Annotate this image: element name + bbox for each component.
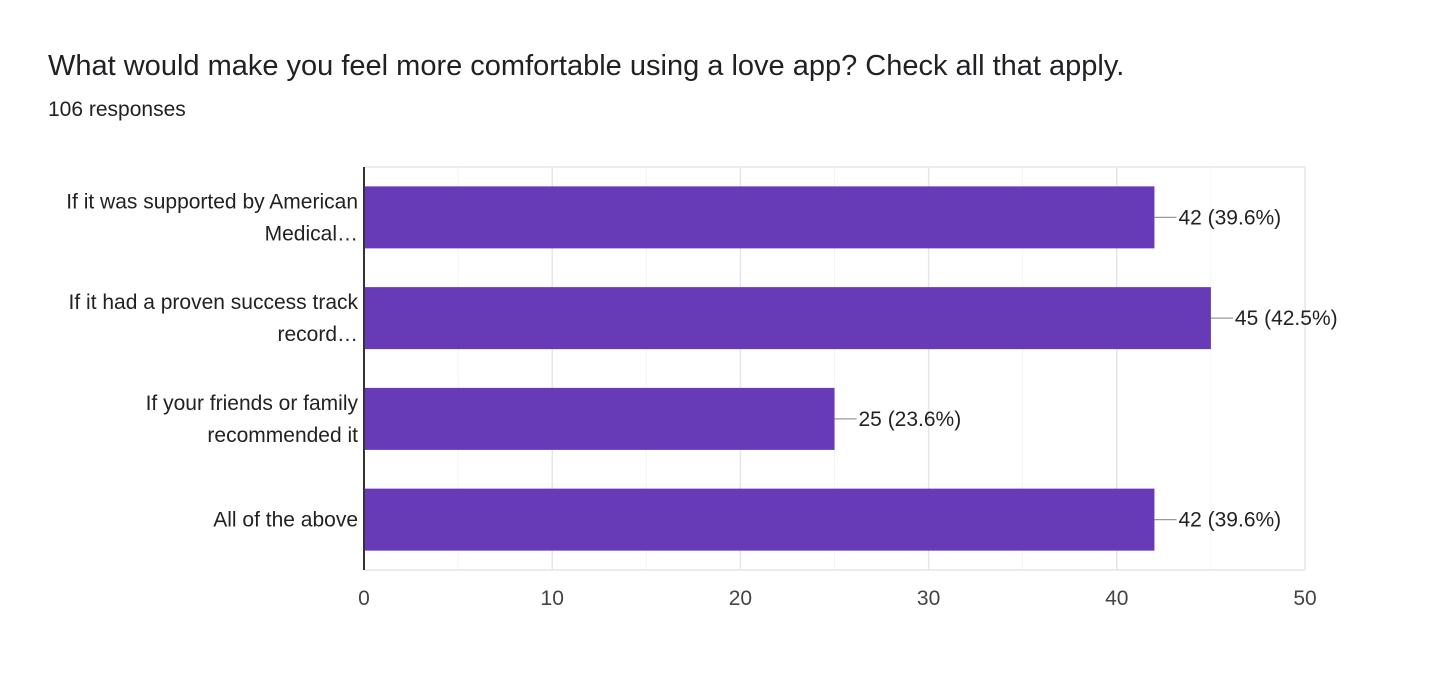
data-label: 45 (42.5%) [1235,307,1338,330]
x-tick-label: 30 [917,587,940,610]
x-tick-label: 40 [1105,587,1128,610]
response-count: 106 responses [48,98,186,121]
bar [364,287,1211,350]
category-label: recommended it [207,424,358,447]
bar [364,186,1155,249]
data-label: 25 (23.6%) [859,408,962,431]
category-label: record… [277,323,358,346]
category-label: If it was supported by American [66,190,358,213]
x-tick-label: 20 [729,587,752,610]
category-label: If it had a proven success track [69,291,359,314]
x-tick-label: 50 [1293,587,1316,610]
question-title: What would make you feel more comfortabl… [48,50,1125,82]
x-tick-label: 10 [541,587,564,610]
category-label: Medical… [265,222,358,245]
bar [364,488,1155,551]
category-label: All of the above [213,509,358,532]
data-label: 42 (39.6%) [1178,206,1281,229]
bar [364,387,835,450]
category-label: If your friends or family [146,392,359,415]
x-tick-label: 0 [358,587,370,610]
data-label: 42 (39.6%) [1178,509,1281,532]
